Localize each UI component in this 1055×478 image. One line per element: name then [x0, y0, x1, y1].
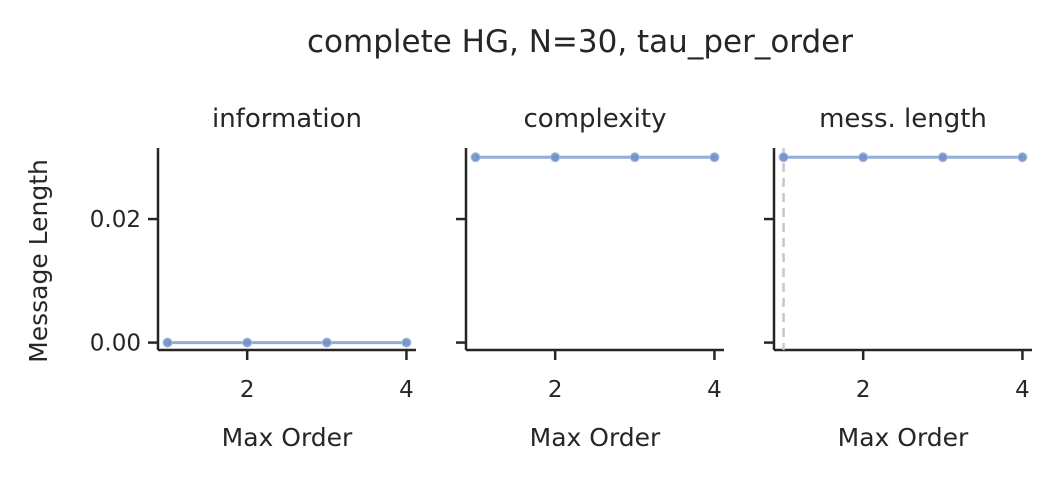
- panel-title: mess. length: [819, 104, 987, 134]
- x-axis-label: Max Order: [530, 423, 661, 452]
- data-point: [550, 152, 561, 163]
- figure-title: complete HG, N=30, tau_per_order: [307, 24, 853, 60]
- x-tick-label: 2: [856, 377, 871, 403]
- panel-title: complexity: [524, 104, 667, 134]
- panel-1: information 0.00 0.02 2 4 Max Order Message Le…: [24, 104, 416, 452]
- x-tick-label: 4: [707, 377, 722, 403]
- chart-panels: information 0.00 0.02 2 4 Max Order Message Le…: [24, 104, 1032, 452]
- data-point: [162, 337, 173, 348]
- data-point: [321, 337, 332, 348]
- data-point: [778, 152, 789, 163]
- data-point: [858, 152, 869, 163]
- x-tick-label: 4: [399, 377, 414, 403]
- data-point: [937, 152, 948, 163]
- panel-2: complexity 2 4 Max Order: [456, 104, 724, 452]
- x-axis-label: Max Order: [222, 423, 353, 452]
- data-point: [401, 337, 412, 348]
- data-point: [709, 152, 720, 163]
- data-point: [470, 152, 481, 163]
- y-tick-label: 0.02: [90, 207, 141, 233]
- x-tick-label: 2: [548, 377, 563, 403]
- panel-title: information: [212, 104, 362, 134]
- data-point: [242, 337, 253, 348]
- y-axis-label: Message Length: [24, 159, 53, 363]
- data-point: [629, 152, 640, 163]
- x-axis-label: Max Order: [838, 423, 969, 452]
- data-point: [1017, 152, 1028, 163]
- panel-3: mess. length 2 4 Max Order: [764, 104, 1032, 452]
- y-tick-label: 0.00: [90, 331, 141, 357]
- x-tick-label: 4: [1015, 377, 1030, 403]
- x-tick-label: 2: [240, 377, 255, 403]
